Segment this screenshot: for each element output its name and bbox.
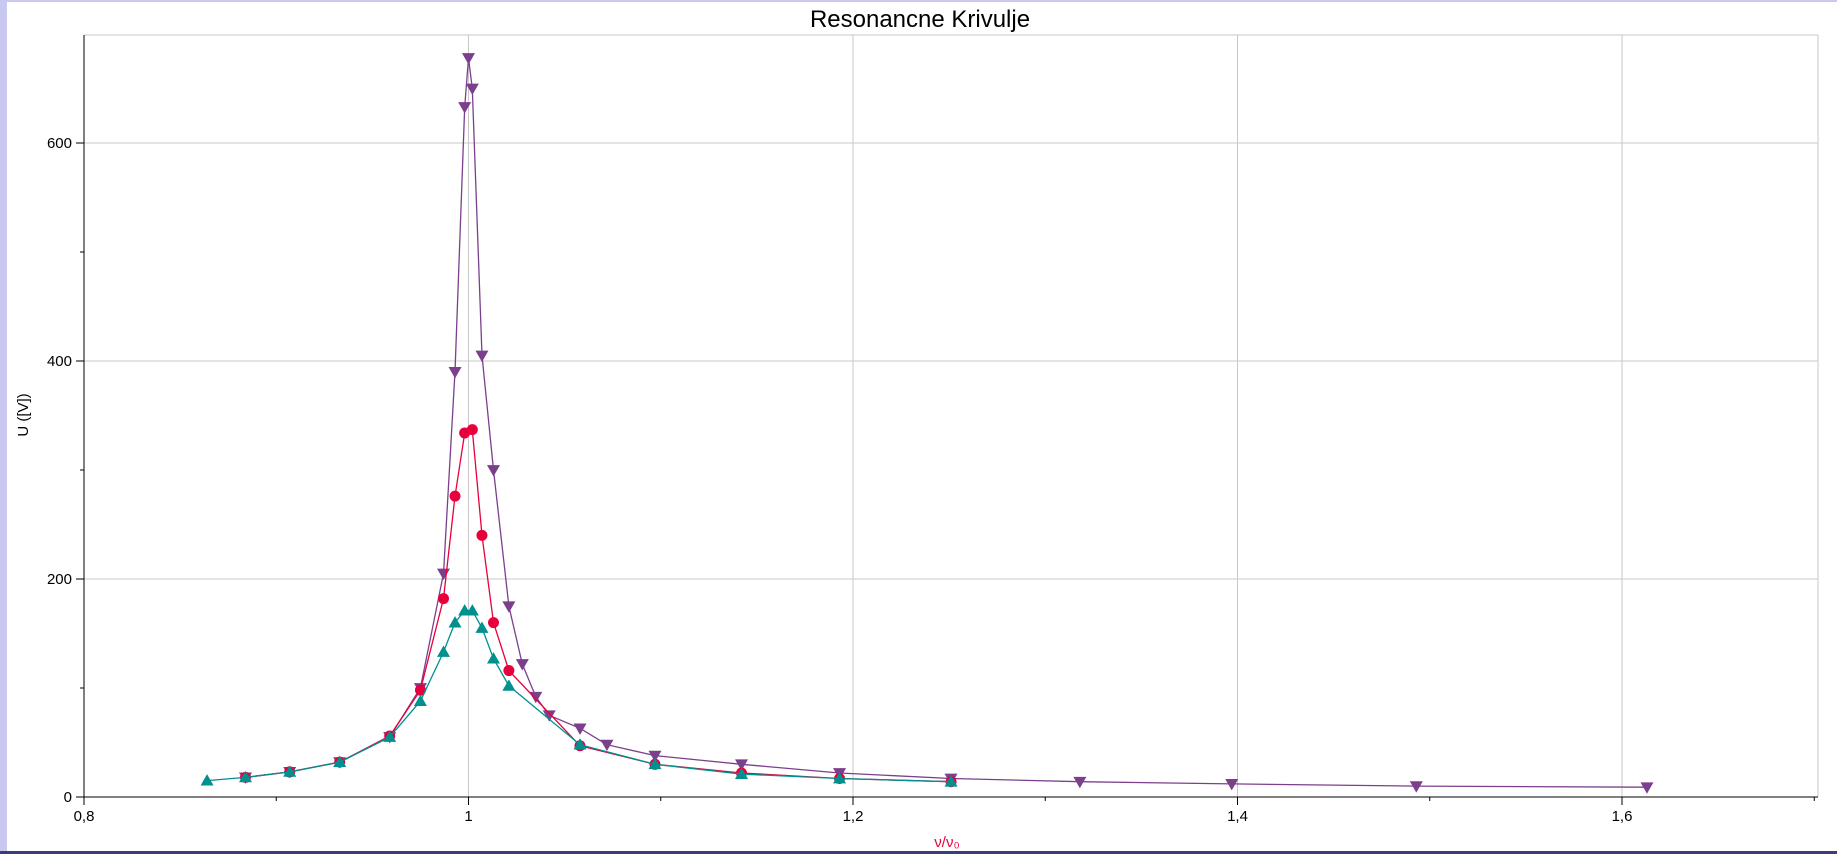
data-point-circle xyxy=(487,617,499,629)
y-tick-label: 400 xyxy=(47,353,72,370)
data-point-triangle-down xyxy=(515,659,529,671)
series-triangle-down xyxy=(238,53,1654,794)
data-point-triangle-down xyxy=(502,601,516,613)
data-point-triangle-down xyxy=(475,350,489,363)
data-point-triangle-down xyxy=(486,465,500,477)
data-point-triangle-up xyxy=(833,771,847,784)
data-point-circle xyxy=(449,490,461,502)
y-axis-title: U ([V]) xyxy=(15,393,32,436)
window-top-border xyxy=(0,0,1837,2)
x-tick-label: 1,2 xyxy=(843,808,864,825)
data-point-circle xyxy=(438,593,450,605)
data-point-triangle-down xyxy=(1225,779,1239,791)
x-axis-title: ν/ν₀ xyxy=(934,834,959,851)
data-point-triangle-up xyxy=(465,604,479,616)
data-point-triangle-up xyxy=(200,774,214,786)
x-tick-label: 1,4 xyxy=(1227,808,1248,825)
data-point-circle xyxy=(476,529,488,541)
x-tick-label: 1,6 xyxy=(1612,808,1633,825)
series-line xyxy=(245,57,1648,788)
y-tick-label: 0 xyxy=(64,789,72,806)
data-point-triangle-down xyxy=(462,53,475,65)
data-point-triangle-up xyxy=(648,757,662,770)
data-point-triangle-up xyxy=(502,679,516,691)
data-point-circle xyxy=(466,424,478,436)
data-point-triangle-up xyxy=(333,755,347,767)
data-point-triangle-down xyxy=(1640,782,1654,794)
series-line xyxy=(206,609,952,783)
data-point-triangle-down xyxy=(600,739,614,752)
data-point-triangle-up xyxy=(448,616,462,628)
data-point-triangle-down xyxy=(1073,776,1087,789)
data-point-triangle-down xyxy=(458,102,472,114)
data-point-triangle-up xyxy=(413,694,427,706)
data-point-triangle-up xyxy=(944,775,958,787)
window-bottom-border xyxy=(0,851,1837,854)
data-point-triangle-up xyxy=(475,621,489,633)
chart-title: Resonancne Krivulje xyxy=(810,6,1030,33)
chart-grid xyxy=(84,34,1819,797)
data-point-triangle-down xyxy=(437,568,451,581)
series-line xyxy=(245,428,952,783)
series-triangle-up xyxy=(200,604,958,787)
data-point-triangle-down xyxy=(542,710,556,722)
data-point-triangle-up xyxy=(383,730,397,742)
data-point-circle xyxy=(414,684,426,696)
data-point-triangle-up xyxy=(437,645,451,657)
x-tick-label: 1 xyxy=(464,808,472,825)
data-point-triangle-down xyxy=(448,367,462,379)
data-point-triangle-down xyxy=(1409,781,1423,793)
data-point-triangle-up xyxy=(573,738,587,750)
data-point-triangle-up xyxy=(238,770,252,783)
chart-tick-labels: 0,8 1 1,2 1,4 1,6 0 200 400 600 xyxy=(47,135,1632,825)
chart-series xyxy=(200,53,1654,794)
data-point-triangle-up xyxy=(734,767,748,779)
data-point-triangle-down xyxy=(734,759,748,771)
data-point-triangle-down xyxy=(465,83,479,95)
y-tick-label: 200 xyxy=(47,571,72,588)
data-point-triangle-up xyxy=(283,765,297,777)
data-point-circle xyxy=(503,665,515,677)
window-left-border xyxy=(0,0,7,854)
data-point-triangle-up xyxy=(486,652,500,664)
series-circle xyxy=(239,424,957,788)
x-tick-label: 0,8 xyxy=(74,808,95,825)
chart-axes xyxy=(76,35,1818,805)
y-tick-label: 600 xyxy=(47,135,72,152)
data-point-triangle-down xyxy=(573,723,587,735)
data-point-triangle-down xyxy=(648,750,662,763)
